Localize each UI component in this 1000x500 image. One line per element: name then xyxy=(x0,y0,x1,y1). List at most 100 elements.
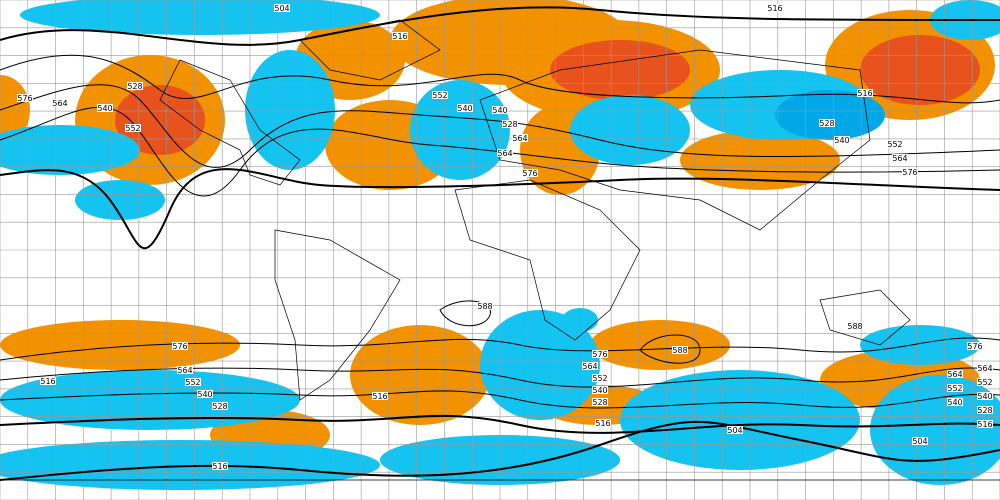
contour-label-background xyxy=(492,106,508,114)
contour-label-background xyxy=(592,350,608,358)
coastline xyxy=(819,289,911,346)
coastline xyxy=(274,229,401,401)
contour-label: 540 xyxy=(492,106,507,115)
coastline xyxy=(454,179,641,341)
positive-anomaly-area xyxy=(0,75,30,145)
contour-label-background xyxy=(847,322,863,330)
contour-label: 540 xyxy=(97,104,112,113)
contour-label-background xyxy=(372,392,388,400)
contour-label-background xyxy=(512,134,528,142)
contour-label: 564 xyxy=(177,366,192,375)
contour-label: 576 xyxy=(17,94,32,103)
height-contour xyxy=(0,337,1000,361)
positive-anomaly-area xyxy=(860,35,980,105)
contour-label: 576 xyxy=(902,168,917,177)
height-contour xyxy=(0,84,1000,168)
contour-label-background xyxy=(977,406,993,414)
contour-label: 564 xyxy=(512,134,527,143)
contour-label: 552 xyxy=(887,140,902,149)
contour-label: 516 xyxy=(767,4,782,13)
contour-label: 504 xyxy=(727,426,742,435)
contour-label-background xyxy=(177,366,193,374)
contour-label: 516 xyxy=(40,377,55,386)
contour-label-background xyxy=(127,82,143,90)
contour-label-background xyxy=(727,426,743,434)
contour-label-background xyxy=(887,140,903,148)
contour-label-background xyxy=(592,398,608,406)
negative-anomaly-area xyxy=(870,375,1000,485)
contour-label: 528 xyxy=(977,406,992,415)
contour-label-background xyxy=(497,149,513,157)
contour-label-background xyxy=(502,120,518,128)
positive-anomaly-area xyxy=(680,130,840,190)
positive-anomaly-area xyxy=(0,320,240,370)
contour-label-background xyxy=(52,99,68,107)
negative-anomaly-area xyxy=(775,90,885,140)
height-contour xyxy=(0,420,1000,481)
contour-label: 552 xyxy=(185,378,200,387)
contour-label-background xyxy=(819,119,835,127)
contour-label-background xyxy=(392,32,408,40)
contour-label: 552 xyxy=(592,374,607,383)
contour-label-background xyxy=(522,169,538,177)
contour-label-background xyxy=(432,91,448,99)
contour-label: 576 xyxy=(967,342,982,351)
contour-label: 504 xyxy=(274,4,289,13)
contour-label-background xyxy=(477,302,493,310)
negative-anomaly-area xyxy=(570,95,690,165)
height-contour xyxy=(0,106,1000,197)
contour-label: 588 xyxy=(477,302,492,311)
contour-label: 576 xyxy=(592,350,607,359)
contour-label-background xyxy=(185,378,201,386)
contour-label: 540 xyxy=(197,390,212,399)
negative-anomaly-area xyxy=(860,325,980,365)
contour-label-background xyxy=(977,378,993,386)
contour-label-background xyxy=(595,419,611,427)
height-contour xyxy=(0,6,1000,46)
contour-label: 564 xyxy=(582,362,597,371)
contour-label: 552 xyxy=(977,378,992,387)
contour-label-background xyxy=(40,377,56,385)
contour-label-background xyxy=(977,392,993,400)
height-contour xyxy=(439,300,491,327)
contour-label-background xyxy=(125,124,141,132)
negative-anomaly-area xyxy=(75,180,165,220)
contour-label-background xyxy=(912,437,928,445)
contour-label: 528 xyxy=(502,120,517,129)
negative-anomaly-area xyxy=(0,125,140,175)
contour-label: 564 xyxy=(977,364,992,373)
contour-label-background xyxy=(967,342,983,350)
contour-label-background xyxy=(834,136,850,144)
contour-label-background xyxy=(857,89,873,97)
contour-label: 516 xyxy=(595,419,610,428)
contour-label-background xyxy=(977,420,993,428)
contour-label-background xyxy=(97,104,113,112)
contour-label: 564 xyxy=(892,154,907,163)
contour-label: 516 xyxy=(857,89,872,98)
positive-anomaly-area xyxy=(590,320,730,370)
negative-anomaly-area xyxy=(410,80,510,180)
contour-label: 528 xyxy=(819,119,834,128)
contour-label-background xyxy=(892,154,908,162)
contour-label: 516 xyxy=(212,462,227,471)
negative-anomaly-area xyxy=(480,310,600,420)
contour-label-background xyxy=(592,374,608,382)
contour-label-background xyxy=(457,104,473,112)
contour-label: 540 xyxy=(834,136,849,145)
height-contour xyxy=(0,168,1000,250)
contour-label: 540 xyxy=(457,104,472,113)
negative-anomaly-area xyxy=(0,440,380,490)
contour-label: 564 xyxy=(497,149,512,158)
negative-anomaly-area xyxy=(0,370,300,430)
contour-label: 528 xyxy=(212,402,227,411)
contour-label-background xyxy=(947,370,963,378)
contour-label: 540 xyxy=(592,386,607,395)
contour-label-background xyxy=(672,346,688,354)
contour-label: 540 xyxy=(947,398,962,407)
contour-label-background xyxy=(767,4,783,12)
contour-label-background xyxy=(947,398,963,406)
contour-label-background xyxy=(17,94,33,102)
contour-label-background xyxy=(592,386,608,394)
height-contour xyxy=(639,334,701,364)
